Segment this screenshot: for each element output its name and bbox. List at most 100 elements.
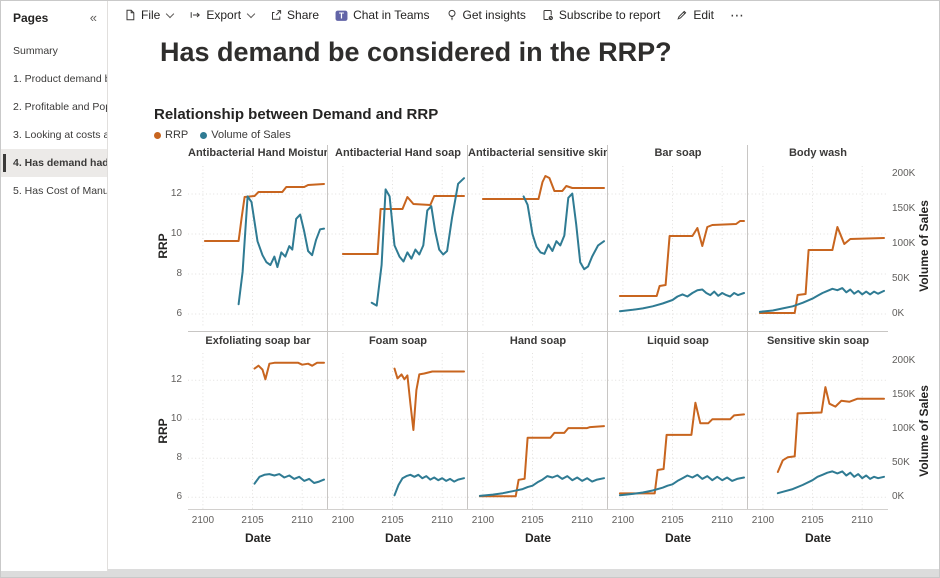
y-axis-tick-right: 50K (892, 457, 910, 469)
legend-dot (154, 131, 161, 139)
x-axis-title: Date (804, 531, 831, 545)
panel-chart[interactable] (608, 353, 747, 509)
panel-chart[interactable] (328, 166, 467, 326)
svg-text:T: T (339, 11, 344, 20)
export-label: Export (206, 8, 242, 22)
subscribe-icon (543, 10, 554, 21)
panel-title: Bar soap (654, 147, 702, 159)
edit-button[interactable]: Edit (668, 1, 722, 29)
pages-list: Summary 1. Product demand by Y... 2. Profi… (1, 37, 107, 205)
y-axis-tick-right: 100K (892, 238, 916, 249)
volume-line (478, 474, 605, 497)
pages-sidebar-header: Pages « (1, 1, 107, 29)
rrp-line (481, 175, 605, 200)
volume-line (237, 195, 325, 306)
volume-line (370, 177, 465, 307)
panel-chart[interactable] (748, 353, 887, 509)
rrp-line (203, 183, 325, 242)
legend-label: RRP (165, 129, 189, 141)
collapse-sidebar-icon[interactable]: « (89, 10, 97, 25)
x-axis-tick: 2110 (851, 515, 873, 526)
volume-line (522, 192, 605, 271)
y-axis-tick-right: 0K (892, 491, 905, 503)
x-axis-tick: 2105 (801, 515, 824, 526)
chart-title: Relationship between Demand and RRP (154, 106, 439, 123)
panel-title: Body wash (788, 147, 848, 159)
rrp-line (758, 226, 885, 314)
chat-in-teams-label: Chat in Teams (353, 8, 430, 22)
sidebar-page-item[interactable]: 5. Has Cost of Manufact... (13, 185, 107, 197)
sidebar-page-item[interactable]: 1. Product demand by Y... (13, 73, 107, 85)
x-axis-line (188, 509, 888, 510)
rrp-line (618, 220, 745, 297)
legend-dot (200, 131, 208, 139)
more-options-button[interactable]: ⋯ (722, 1, 753, 29)
panel-chart[interactable] (608, 166, 747, 326)
volume-line (618, 473, 745, 497)
y-axis-tick-left: 8 (176, 268, 182, 279)
y-axis-title-right: Volume of Sales (917, 385, 931, 477)
panel-chart[interactable] (468, 166, 607, 326)
cell-separator (607, 145, 608, 509)
legend-item[interactable]: Volume of Sales (200, 129, 291, 141)
legend-label: Volume of Sales (211, 129, 291, 141)
panel-chart[interactable] (188, 353, 327, 509)
sidebar-page-item[interactable]: 4. Has demand had an... (1, 149, 107, 177)
rrp-line (341, 195, 465, 255)
y-axis-title-left: RRP (156, 418, 170, 444)
rrp-line (393, 367, 465, 431)
y-axis-title-right: Volume of Sales (917, 200, 931, 292)
rrp-line (253, 361, 325, 381)
panel-chart[interactable] (468, 353, 607, 509)
edit-label: Edit (693, 8, 714, 22)
y-axis-tick-right: 200K (892, 354, 916, 366)
get-insights-button[interactable]: Get insights (438, 1, 534, 29)
share-icon (272, 10, 282, 20)
panel-chart[interactable] (328, 353, 467, 509)
x-axis-tick: 2105 (381, 515, 404, 526)
chevron-down-icon (246, 9, 256, 19)
y-axis-tick-left: 10 (170, 228, 182, 239)
export-icon (191, 12, 201, 18)
share-button[interactable]: Share (262, 1, 327, 29)
cell-separator (327, 145, 328, 509)
volume-line (393, 473, 465, 497)
cell-separator (747, 145, 748, 509)
panel-title: Antibacterial Hand soap (335, 147, 461, 159)
panel-title: Exfoliating soap bar (205, 335, 311, 347)
sidebar-page-item[interactable]: Summary (13, 45, 58, 57)
legend-item[interactable]: RRP (154, 129, 188, 141)
page-title: Has demand be considered in the RRP? (160, 37, 672, 67)
y-axis-tick-right: 150K (892, 203, 916, 214)
x-axis-tick: 2110 (431, 515, 453, 526)
sidebar-page-item[interactable]: 2. Profitable and Popula... (13, 101, 107, 113)
subscribe-to-report-button[interactable]: Subscribe to report (534, 1, 668, 29)
x-axis-title: Date (664, 531, 691, 545)
y-axis-tick-left: 6 (176, 491, 182, 503)
y-axis-tick-right: 100K (892, 423, 916, 435)
row-separator (188, 331, 888, 332)
export-menu-button[interactable]: Export (181, 1, 262, 29)
chat-in-teams-button[interactable]: T Chat in Teams (327, 1, 437, 29)
x-axis-tick: 2110 (291, 515, 313, 526)
rrp-line (776, 386, 885, 473)
file-label: File (141, 8, 161, 22)
sidebar-page-item[interactable]: 3. Looking at costs and ... (13, 129, 107, 141)
rrp-line (618, 401, 745, 495)
y-axis-tick-right: 50K (892, 273, 910, 284)
lightbulb-icon (448, 9, 456, 21)
report-toolbar: File Export Share T Chat in Teams Get in… (108, 1, 939, 29)
volume-line (253, 473, 325, 485)
page-bottom-edge (1, 569, 939, 577)
file-icon (126, 9, 135, 21)
get-insights-label: Get insights (462, 8, 526, 22)
edit-pencil-icon (677, 10, 687, 20)
panel-chart[interactable] (748, 166, 887, 326)
panel-title: Hand soap (509, 335, 567, 347)
chat-in-teams-label-sibling: Share (287, 8, 320, 22)
y-axis-tick-left: 8 (176, 452, 182, 464)
y-axis-tick-right: 150K (892, 388, 916, 400)
file-menu-button[interactable]: File (116, 1, 181, 29)
panel-chart[interactable] (188, 166, 327, 326)
